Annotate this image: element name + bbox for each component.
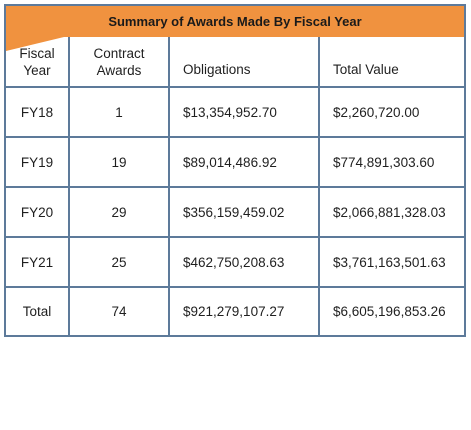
cell-total-value: $2,066,881,328.03 — [333, 204, 446, 220]
title-corner-tab — [6, 37, 64, 51]
cell-fiscal-year: FY21 — [20, 254, 54, 270]
row-divider — [6, 86, 464, 88]
cell-obligations: $356,159,459.02 — [183, 204, 285, 220]
header-obligations: Obligations — [183, 62, 251, 77]
cell-total-value: $774,891,303.60 — [333, 154, 435, 170]
cell-total-value-total: $6,605,196,853.26 — [333, 304, 446, 319]
cell-total-value: $2,260,720.00 — [333, 104, 420, 120]
cell-fiscal-year: FY20 — [20, 204, 54, 220]
table-grid: Fiscal Year Contract Awards Obligations … — [6, 37, 464, 335]
awards-summary-table: Summary of Awards Made By Fiscal Year Fi… — [4, 4, 466, 337]
table-title: Summary of Awards Made By Fiscal Year — [108, 14, 362, 29]
cell-obligations-total: $921,279,107.27 — [183, 304, 285, 319]
cell-contract-awards: 25 — [111, 254, 127, 270]
cell-contract-awards: 19 — [111, 154, 127, 170]
cell-fiscal-year: FY18 — [20, 104, 54, 120]
header-contract-awards: Contract Awards — [93, 45, 145, 78]
cell-contract-awards: 29 — [111, 204, 127, 220]
cell-total-value: $3,761,163,501.63 — [333, 254, 446, 270]
row-divider — [6, 186, 464, 188]
cell-contract-awards: 1 — [115, 104, 123, 120]
cell-fiscal-year-total: Total — [22, 304, 52, 319]
cell-fiscal-year: FY19 — [20, 154, 54, 170]
cell-obligations: $462,750,208.63 — [183, 254, 285, 270]
header-total-value: Total Value — [333, 62, 399, 77]
row-divider — [6, 236, 464, 238]
table-title-bar — [6, 6, 464, 37]
cell-obligations: $89,014,486.92 — [183, 154, 277, 170]
cell-obligations: $13,354,952.70 — [183, 104, 277, 120]
row-divider — [6, 136, 464, 138]
cell-contract-awards-total: 74 — [111, 304, 127, 319]
row-divider — [6, 286, 464, 288]
